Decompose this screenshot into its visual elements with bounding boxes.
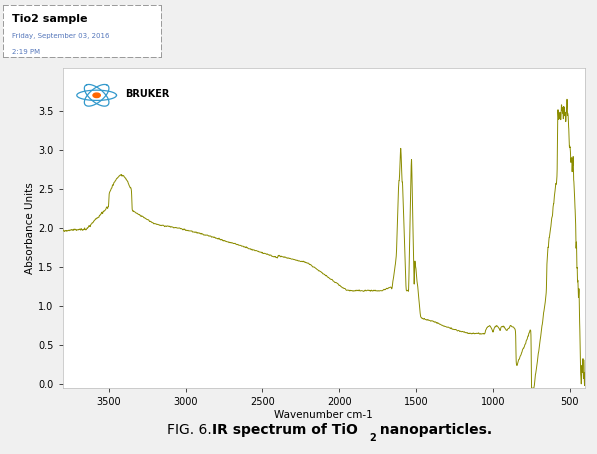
Circle shape [93, 93, 100, 98]
Text: 2:19 PM: 2:19 PM [13, 49, 41, 55]
X-axis label: Wavenumber cm-1: Wavenumber cm-1 [275, 410, 373, 420]
Text: Friday, September 03, 2016: Friday, September 03, 2016 [13, 33, 110, 39]
Text: 2: 2 [369, 433, 376, 443]
Text: IR spectrum of TiO: IR spectrum of TiO [212, 423, 358, 437]
Text: nanoparticles.: nanoparticles. [375, 423, 492, 437]
Text: Tio2 sample: Tio2 sample [13, 14, 88, 24]
Y-axis label: Absorbance Units: Absorbance Units [26, 182, 35, 274]
Text: BRUKER: BRUKER [125, 89, 170, 99]
Text: FIG. 6.: FIG. 6. [167, 423, 216, 437]
